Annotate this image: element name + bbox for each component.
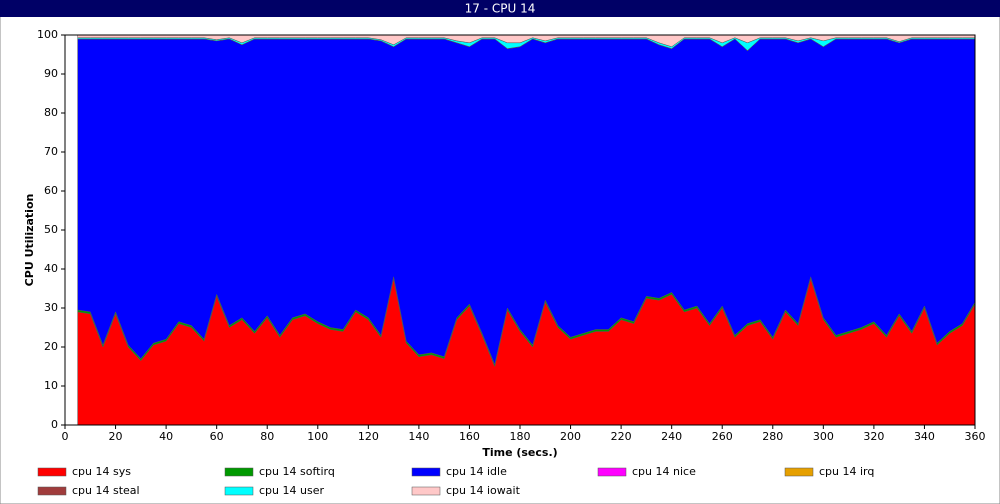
x-tick-label: 240 <box>661 430 682 443</box>
y-tick-label: 30 <box>44 301 58 314</box>
legend-swatch <box>411 486 441 496</box>
legend-swatch <box>224 486 254 496</box>
y-tick-label: 60 <box>44 184 58 197</box>
x-tick-label: 80 <box>260 430 274 443</box>
y-tick-label: 0 <box>51 418 58 431</box>
legend-label: cpu 14 idle <box>446 465 507 478</box>
x-tick-label: 260 <box>712 430 733 443</box>
x-tick-label: 0 <box>62 430 69 443</box>
y-tick-label: 40 <box>44 262 58 275</box>
chart-title: 17 - CPU 14 <box>465 2 536 16</box>
legend-swatch <box>224 467 254 477</box>
x-tick-label: 360 <box>965 430 986 443</box>
y-axis-label: CPU Utilization <box>23 194 36 287</box>
legend-swatch <box>37 486 67 496</box>
legend-label: cpu 14 irq <box>819 465 874 478</box>
y-tick-label: 10 <box>44 379 58 392</box>
legend-label: cpu 14 steal <box>72 484 140 497</box>
x-axis-label: Time (secs.) <box>482 446 557 459</box>
legend-swatch <box>411 467 441 477</box>
y-tick-label: 50 <box>44 223 58 236</box>
x-tick-label: 40 <box>159 430 173 443</box>
x-tick-label: 60 <box>210 430 224 443</box>
legend-label: cpu 14 iowait <box>446 484 521 497</box>
x-tick-label: 280 <box>762 430 783 443</box>
legend-label: cpu 14 sys <box>72 465 131 478</box>
x-tick-label: 220 <box>611 430 632 443</box>
y-tick-label: 20 <box>44 340 58 353</box>
x-tick-label: 140 <box>408 430 429 443</box>
x-tick-label: 340 <box>914 430 935 443</box>
x-tick-label: 180 <box>510 430 531 443</box>
x-tick-label: 320 <box>863 430 884 443</box>
x-tick-label: 100 <box>307 430 328 443</box>
legend-label: cpu 14 softirq <box>259 465 335 478</box>
y-tick-label: 90 <box>44 67 58 80</box>
legend-label: cpu 14 user <box>259 484 324 497</box>
x-tick-label: 20 <box>109 430 123 443</box>
legend-swatch <box>597 467 627 477</box>
x-tick-label: 120 <box>358 430 379 443</box>
legend-swatch <box>37 467 67 477</box>
y-tick-label: 80 <box>44 106 58 119</box>
legend-swatch <box>784 467 814 477</box>
y-tick-label: 70 <box>44 145 58 158</box>
legend-label: cpu 14 nice <box>632 465 696 478</box>
x-tick-label: 160 <box>459 430 480 443</box>
x-tick-label: 200 <box>560 430 581 443</box>
x-tick-label: 300 <box>813 430 834 443</box>
y-tick-label: 100 <box>37 28 58 41</box>
title-bar <box>0 0 1000 17</box>
